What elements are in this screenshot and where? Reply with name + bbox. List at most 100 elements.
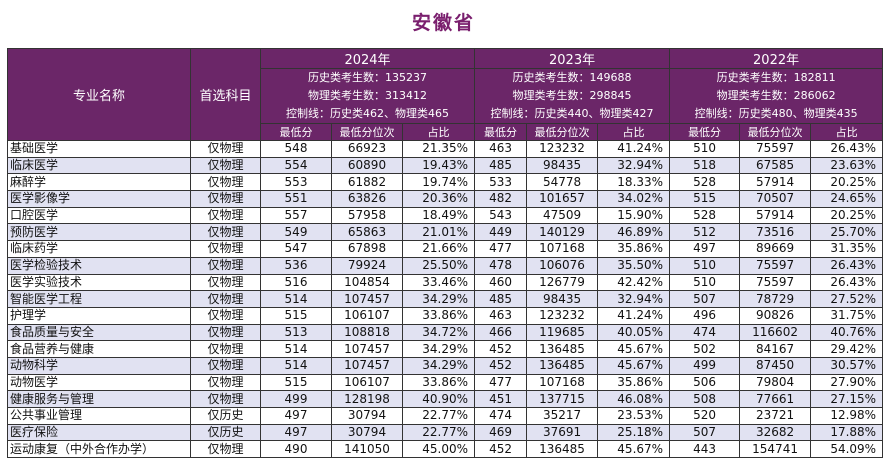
major-name-cell: 医学检验技术 xyxy=(7,256,191,275)
min-rank-cell: 136485 xyxy=(526,440,599,458)
min-score-cell: 474 xyxy=(669,323,741,342)
subject-cell: 仅物理 xyxy=(190,156,261,175)
min-score-cell: 477 xyxy=(474,240,528,258)
ratio-cell: 34.72% xyxy=(401,323,476,342)
major-name-cell: 公共事业管理 xyxy=(7,407,191,425)
subject-cell: 仅物理 xyxy=(190,356,261,375)
subject-cell: 仅物理 xyxy=(190,173,261,192)
major-name-cell: 麻醉学 xyxy=(7,173,191,192)
major-name-cell: 预防医学 xyxy=(7,223,191,242)
min-rank-cell: 87450 xyxy=(739,356,812,375)
subject-cell: 仅物理 xyxy=(190,440,261,458)
subject-cell: 仅物理 xyxy=(190,190,261,208)
min-score-cell: 549 xyxy=(260,223,332,242)
min-score-cell: 490 xyxy=(260,440,332,458)
ratio-cell: 12.98% xyxy=(810,407,884,425)
min-score-header: 最低分 xyxy=(260,123,332,141)
ratio-cell: 26.43% xyxy=(810,140,884,158)
ratio-cell: 34.29% xyxy=(401,340,476,358)
major-name-cell: 医学影像学 xyxy=(7,190,191,208)
min-rank-cell: 23721 xyxy=(739,407,812,425)
subject-cell: 仅物理 xyxy=(190,290,261,308)
min-rank-cell: 61882 xyxy=(331,173,403,192)
min-rank-cell: 116602 xyxy=(739,323,812,342)
min-rank-cell: 119685 xyxy=(526,323,599,342)
ratio-cell: 26.43% xyxy=(810,256,884,275)
ratio-cell: 40.05% xyxy=(597,323,671,342)
table-row: 食品营养与健康 仅物理 514 107457 34.29% 452 136485 45.67%… xyxy=(7,340,884,358)
table-row: 医学实验技术 仅物理 516 104854 33.46% 460 126779 42.42% 5… xyxy=(7,273,884,292)
min-score-cell: 547 xyxy=(260,240,332,258)
ratio-cell: 25.50% xyxy=(401,256,476,275)
min-rank-cell: 77661 xyxy=(739,390,812,408)
min-rank-header: 最低分位次 xyxy=(331,123,403,141)
ratio-cell: 45.67% xyxy=(597,340,671,358)
control-line-2022: 控制线：历史类480、物理类435 xyxy=(694,107,858,120)
table-row: 医学检验技术 仅物理 536 79924 25.50% 478 106076 35.50% 51… xyxy=(7,256,884,275)
min-score-cell: 482 xyxy=(474,190,528,208)
min-rank-cell: 106107 xyxy=(331,306,403,325)
major-name-cell: 医学实验技术 xyxy=(7,273,191,292)
ratio-cell: 18.49% xyxy=(401,206,476,225)
ratio-cell: 35.86% xyxy=(597,240,671,258)
min-score-cell: 512 xyxy=(669,223,741,242)
ratio-cell: 41.24% xyxy=(597,140,671,158)
min-score-cell: 497 xyxy=(669,240,741,258)
min-score-cell: 449 xyxy=(474,223,528,242)
min-rank-cell: 107457 xyxy=(331,356,403,375)
min-rank-cell: 57914 xyxy=(739,173,812,192)
page-title: 安徽省 xyxy=(411,12,475,34)
min-score-cell: 466 xyxy=(474,323,528,342)
min-score-cell: 507 xyxy=(669,423,741,442)
min-rank-cell: 101657 xyxy=(526,190,599,208)
min-rank-cell: 126779 xyxy=(526,273,599,292)
min-score-cell: 507 xyxy=(669,290,741,308)
min-rank-cell: 98435 xyxy=(526,290,599,308)
min-rank-cell: 75597 xyxy=(739,273,812,292)
min-score-cell: 499 xyxy=(669,356,741,375)
ratio-cell: 41.24% xyxy=(597,306,671,325)
ratio-cell: 31.75% xyxy=(810,306,884,325)
major-name-cell: 临床药学 xyxy=(7,240,191,258)
ratio-cell: 27.90% xyxy=(810,373,884,392)
major-name-cell: 动物科学 xyxy=(7,356,191,375)
min-rank-cell: 140129 xyxy=(526,223,599,242)
subject-cell: 仅物理 xyxy=(190,256,261,275)
ratio-cell: 17.88% xyxy=(810,423,884,442)
min-score-cell: 548 xyxy=(260,140,332,158)
min-rank-cell: 63826 xyxy=(331,190,403,208)
min-score-cell: 463 xyxy=(474,140,528,158)
min-score-cell: 469 xyxy=(474,423,528,442)
min-score-cell: 528 xyxy=(669,173,741,192)
min-score-cell: 485 xyxy=(474,290,528,308)
min-rank-cell: 123232 xyxy=(526,306,599,325)
min-score-cell: 452 xyxy=(474,340,528,358)
ratio-cell: 46.08% xyxy=(597,390,671,408)
min-score-cell: 543 xyxy=(474,206,528,225)
ratio-cell: 35.86% xyxy=(597,373,671,392)
min-rank-cell: 67898 xyxy=(331,240,403,258)
ratio-cell: 42.42% xyxy=(597,273,671,292)
min-rank-cell: 32682 xyxy=(739,423,812,442)
min-rank-cell: 136485 xyxy=(526,356,599,375)
ratio-cell: 30.57% xyxy=(810,356,884,375)
subject-cell: 仅物理 xyxy=(190,140,261,158)
ratio-cell: 23.53% xyxy=(597,407,671,425)
history-count-2022: 历史类考生数：182811 xyxy=(716,71,836,84)
table-row: 公共事业管理 仅历史 497 30794 22.77% 474 35217 23.53% 520… xyxy=(7,407,884,425)
table-row: 食品质量与安全 仅物理 513 108818 34.72% 466 119685 40.05%… xyxy=(7,323,884,342)
min-score-cell: 510 xyxy=(669,256,741,275)
min-rank-cell: 137715 xyxy=(526,390,599,408)
min-score-cell: 474 xyxy=(474,407,528,425)
min-rank-cell: 154741 xyxy=(739,440,812,458)
ratio-cell: 20.25% xyxy=(810,206,884,225)
min-score-cell: 460 xyxy=(474,273,528,292)
major-name-cell: 动物医学 xyxy=(7,373,191,392)
ratio-cell: 19.43% xyxy=(401,156,476,175)
ratio-cell: 22.77% xyxy=(401,423,476,442)
ratio-cell: 40.76% xyxy=(810,323,884,342)
year-header-2024: 2024年 xyxy=(259,48,476,69)
subject-cell: 仅历史 xyxy=(190,423,261,442)
table-row: 麻醉学 仅物理 553 61882 19.74% 533 54778 18.33% 528 579… xyxy=(7,173,884,192)
min-rank-cell: 107457 xyxy=(331,340,403,358)
